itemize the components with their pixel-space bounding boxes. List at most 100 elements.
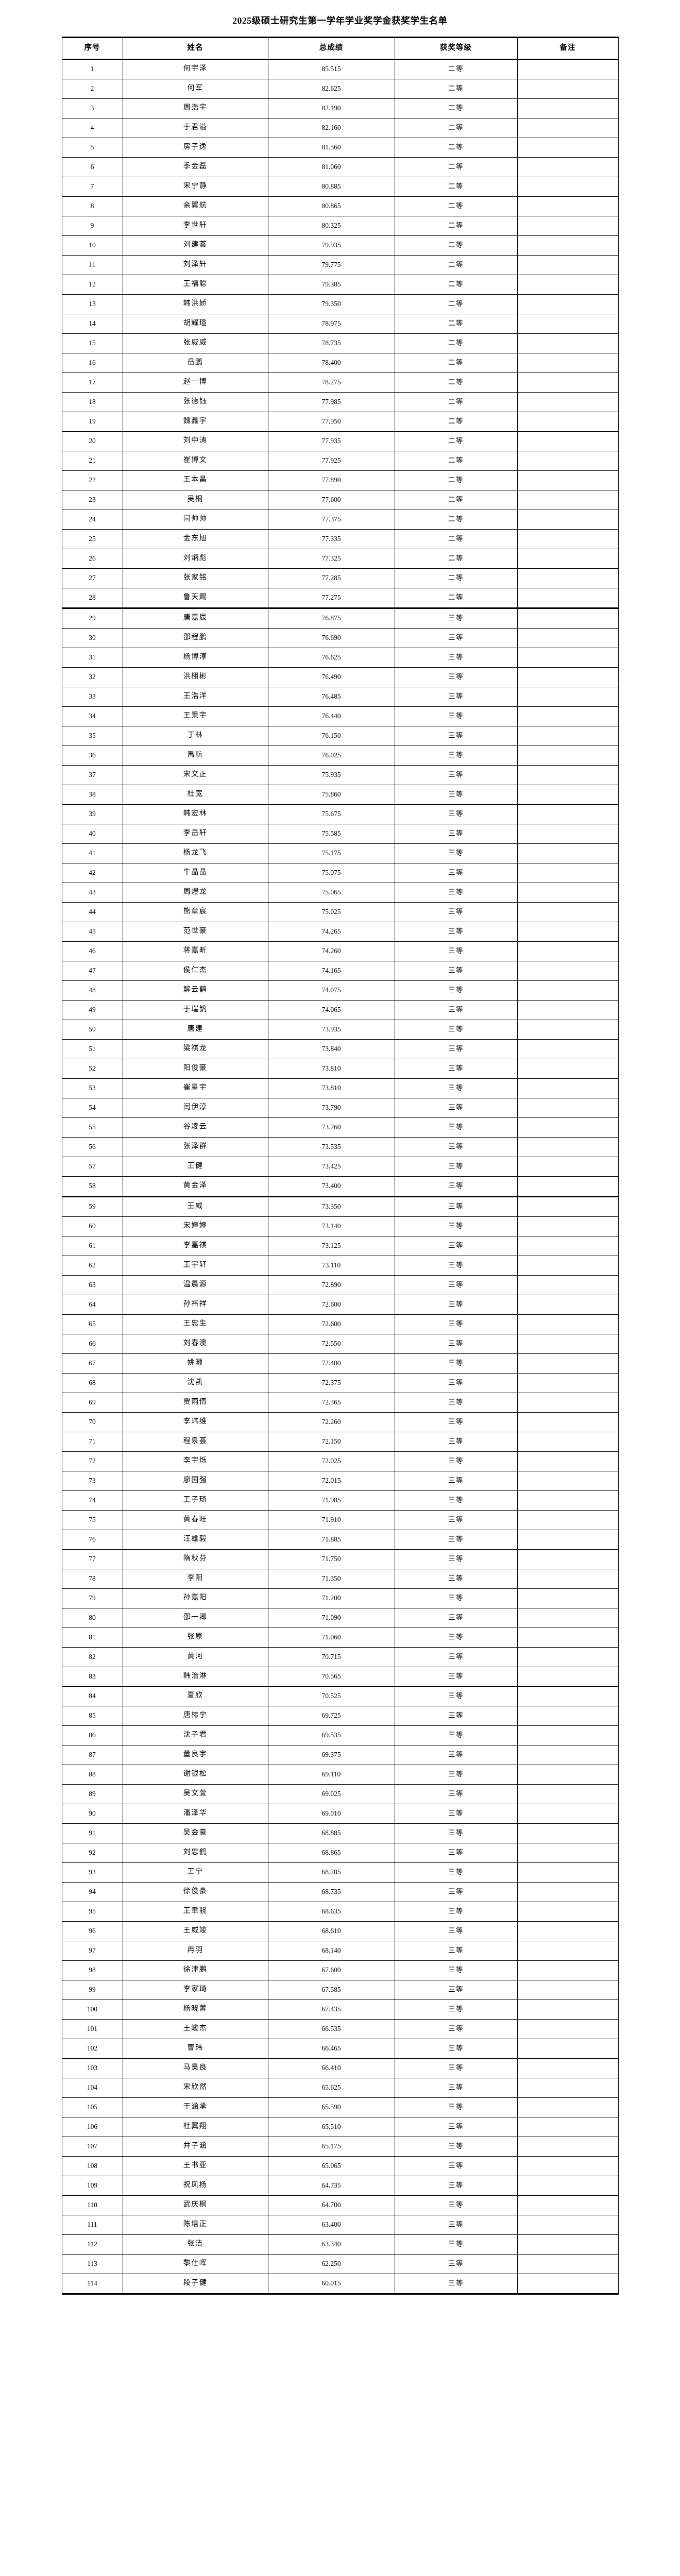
- cell-grade: 三等: [394, 1295, 518, 1315]
- cell-remark: [517, 648, 619, 668]
- cell-remark: [517, 2039, 619, 2059]
- cell-grade: 三等: [394, 765, 518, 785]
- cell-score: 69.535: [267, 1725, 395, 1745]
- cell-score: 77.890: [267, 470, 395, 490]
- cell-index: 97: [61, 1941, 123, 1961]
- cell-grade: 三等: [394, 1256, 518, 1276]
- cell-name: 何军: [122, 79, 268, 99]
- cell-name: 姚灏: [122, 1353, 268, 1374]
- table-row: 16 岳鹏 78.400 二等: [61, 353, 619, 373]
- cell-index: 46: [61, 941, 123, 961]
- cell-index: 42: [61, 863, 123, 883]
- cell-score: 69.025: [267, 1784, 395, 1804]
- cell-score: 73.400: [267, 1176, 395, 1197]
- table-row: 22 王本昌 77.890 二等: [61, 470, 619, 490]
- cell-grade: 三等: [394, 1020, 518, 1040]
- table-row: 66 刘春澳 72.550 三等: [61, 1334, 619, 1354]
- cell-index: 77: [61, 1549, 123, 1569]
- table-row: 98 徐津鹏 67.600 三等: [61, 1960, 619, 1980]
- cell-index: 47: [61, 961, 123, 981]
- cell-name: 杨博淳: [122, 648, 268, 668]
- table-row: 93 王宁 68.785 三等: [61, 1862, 619, 1883]
- cell-index: 25: [61, 529, 123, 549]
- cell-index: 72: [61, 1451, 123, 1471]
- cell-score: 76.875: [267, 608, 395, 629]
- cell-grade: 三等: [394, 2176, 518, 2196]
- table-row: 18 张德钰 77.985 二等: [61, 392, 619, 412]
- cell-score: 77.950: [267, 412, 395, 432]
- table-row: 24 闫帅帅 77.375 二等: [61, 510, 619, 530]
- cell-name: 孙祎祥: [122, 1295, 268, 1315]
- table-row: 71 程泉荟 72.150 三等: [61, 1432, 619, 1452]
- cell-grade: 三等: [394, 2254, 518, 2274]
- cell-remark: [517, 255, 619, 275]
- cell-grade: 三等: [394, 1078, 518, 1098]
- cell-index: 93: [61, 1862, 123, 1883]
- cell-name: 刘建荟: [122, 235, 268, 256]
- table-row: 9 李世轩 80.325 二等: [61, 216, 619, 236]
- cell-index: 70: [61, 1412, 123, 1432]
- cell-grade: 二等: [394, 353, 518, 373]
- cell-index: 36: [61, 745, 123, 766]
- cell-remark: [517, 765, 619, 785]
- cell-name: 何宇泽: [122, 59, 268, 79]
- cell-name: 刘炳彪: [122, 549, 268, 569]
- cell-score: 64.700: [267, 2195, 395, 2215]
- table-row: 113 黎仕晖 62.250 三等: [61, 2254, 619, 2274]
- cell-name: 徐津鹏: [122, 1960, 268, 1980]
- cell-name: 牛晶晶: [122, 863, 268, 883]
- cell-grade: 三等: [394, 1353, 518, 1374]
- cell-index: 29: [61, 608, 123, 629]
- cell-name: 王威竣: [122, 1921, 268, 1941]
- table-row: 3 周浩宇 82.190 二等: [61, 98, 619, 118]
- cell-score: 73.810: [267, 1078, 395, 1098]
- cell-name: 王宁: [122, 1862, 268, 1883]
- cell-grade: 三等: [394, 1686, 518, 1706]
- cell-score: 72.025: [267, 1451, 395, 1471]
- cell-grade: 二等: [394, 549, 518, 569]
- table-row: 56 张泽群 73.535 三等: [61, 1137, 619, 1157]
- cell-grade: 三等: [394, 2234, 518, 2255]
- cell-index: 7: [61, 177, 123, 197]
- cell-index: 100: [61, 1999, 123, 2020]
- cell-name: 李家琦: [122, 1980, 268, 2000]
- cell-index: 84: [61, 1686, 123, 1706]
- cell-score: 71.985: [267, 1490, 395, 1511]
- cell-index: 57: [61, 1157, 123, 1177]
- cell-score: 75.025: [267, 902, 395, 922]
- cell-index: 88: [61, 1765, 123, 1785]
- cell-name: 王忠生: [122, 1314, 268, 1334]
- table-row: 14 胡耀瑄 78.975 二等: [61, 314, 619, 334]
- cell-score: 63.400: [267, 2215, 395, 2235]
- table-row: 68 沈凯 72.375 三等: [61, 1373, 619, 1393]
- table-row: 100 杨晓菁 67.435 三等: [61, 1999, 619, 2020]
- cell-name: 李岳轩: [122, 824, 268, 844]
- cell-grade: 二等: [394, 255, 518, 275]
- cell-index: 66: [61, 1334, 123, 1354]
- table-row: 34 王秉宇 76.440 三等: [61, 706, 619, 726]
- cell-grade: 三等: [394, 628, 518, 648]
- cell-grade: 三等: [394, 1039, 518, 1059]
- cell-score: 67.600: [267, 1960, 395, 1980]
- table-header-row: 序号 姓名 总成绩 获奖等级 备注: [61, 37, 619, 60]
- cell-grade: 二等: [394, 216, 518, 236]
- cell-index: 40: [61, 824, 123, 844]
- table-row: 36 禹航 76.025 三等: [61, 745, 619, 766]
- cell-grade: 三等: [394, 1921, 518, 1941]
- cell-remark: [517, 2019, 619, 2039]
- cell-score: 79.935: [267, 235, 395, 256]
- cell-name: 韩洪娇: [122, 294, 268, 314]
- cell-grade: 三等: [394, 2019, 518, 2039]
- cell-grade: 三等: [394, 1393, 518, 1413]
- table-row: 29 唐嘉辰 76.875 三等: [61, 608, 619, 629]
- cell-grade: 三等: [394, 1000, 518, 1020]
- cell-remark: [517, 177, 619, 197]
- cell-remark: [517, 1078, 619, 1098]
- cell-remark: [517, 138, 619, 158]
- table-row: 87 董良宇 69.375 三等: [61, 1745, 619, 1765]
- cell-index: 58: [61, 1176, 123, 1197]
- cell-index: 80: [61, 1608, 123, 1628]
- cell-name: 赵一博: [122, 372, 268, 393]
- cell-name: 张家铭: [122, 568, 268, 588]
- cell-grade: 三等: [394, 824, 518, 844]
